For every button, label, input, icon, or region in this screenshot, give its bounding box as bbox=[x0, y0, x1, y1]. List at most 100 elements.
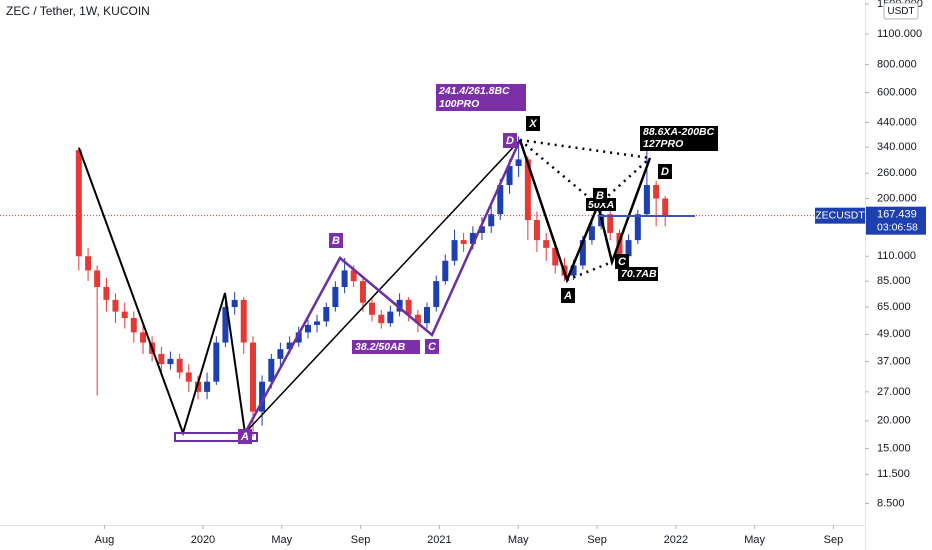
point-box bbox=[503, 133, 517, 148]
candle-body bbox=[350, 270, 357, 282]
candle-body bbox=[378, 314, 385, 324]
candle-body bbox=[277, 349, 284, 359]
candle-body bbox=[662, 198, 669, 216]
pattern-box bbox=[174, 432, 258, 442]
symbol-tag bbox=[815, 207, 865, 224]
candle-body bbox=[488, 214, 495, 227]
candle-body bbox=[323, 307, 330, 322]
pattern-label: 88.6XA-200BC bbox=[643, 126, 715, 138]
candle-body bbox=[121, 311, 128, 319]
candle-body bbox=[295, 332, 302, 343]
candle-body bbox=[268, 358, 275, 382]
countdown-label: 03:06:58 bbox=[877, 221, 918, 233]
candle-body bbox=[469, 232, 476, 244]
y-tick-label: 20.000 bbox=[877, 415, 911, 427]
candle-body bbox=[533, 220, 540, 241]
price-tag-label: 167.439 bbox=[877, 209, 917, 221]
x-tick-label: 2022 bbox=[664, 534, 688, 546]
pattern-line bbox=[78, 147, 246, 437]
pattern-labels: 241.4/261.8BC 100PRO 38.2/50AB 88.6XA-20… bbox=[238, 84, 718, 444]
pattern-drawings bbox=[78, 138, 695, 442]
candle-body bbox=[634, 214, 641, 241]
candle-body bbox=[103, 286, 110, 300]
y-tick-label: 8.500 bbox=[877, 497, 905, 509]
candle-body bbox=[195, 381, 202, 392]
candle-body bbox=[286, 342, 293, 350]
candle-body bbox=[259, 381, 266, 412]
point-label: D bbox=[661, 166, 669, 178]
candle-body bbox=[451, 240, 458, 261]
y-tick-label: 11.500 bbox=[877, 468, 910, 480]
candle-body bbox=[140, 332, 147, 343]
label-box bbox=[618, 267, 658, 281]
pattern-line bbox=[243, 139, 522, 434]
pattern-dotted-line bbox=[519, 138, 651, 160]
y-tick-label: 37.000 bbox=[877, 355, 911, 367]
candle-body bbox=[231, 299, 238, 308]
price-tag bbox=[866, 206, 926, 235]
candle-body bbox=[85, 256, 92, 271]
label-box bbox=[436, 84, 526, 111]
candle-body bbox=[588, 226, 595, 241]
candle-body bbox=[643, 185, 650, 215]
point-label: B bbox=[596, 190, 604, 202]
candle-body bbox=[607, 214, 614, 233]
y-tick-label: 440.000 bbox=[877, 116, 917, 128]
chart-title: ZEC / Tether, 1W, KUCOIN bbox=[6, 4, 150, 18]
pattern-label: 70.7AB bbox=[621, 268, 657, 280]
candle-body bbox=[359, 281, 366, 303]
point-box bbox=[615, 254, 629, 269]
pattern-dotted-line bbox=[597, 157, 651, 206]
currency-box[interactable] bbox=[883, 2, 919, 20]
candle-body bbox=[515, 159, 522, 167]
candle-body bbox=[433, 281, 440, 308]
candle-body bbox=[341, 270, 348, 287]
candle-body bbox=[625, 240, 632, 257]
point-label: D bbox=[506, 135, 514, 147]
point-box bbox=[425, 339, 439, 354]
candle-body bbox=[185, 372, 192, 382]
y-tick-label: 800.000 bbox=[877, 59, 917, 71]
label-box bbox=[640, 126, 718, 151]
candle-body bbox=[249, 342, 256, 412]
point-label: C bbox=[618, 256, 627, 268]
point-box bbox=[593, 188, 607, 203]
pattern-label: 127PRO bbox=[643, 138, 683, 150]
x-tick-label: Sep bbox=[587, 534, 607, 546]
candle-body bbox=[442, 260, 449, 282]
candle-body bbox=[570, 265, 577, 276]
candle-body bbox=[204, 381, 211, 392]
candle-body bbox=[396, 299, 403, 312]
candle-body bbox=[240, 299, 247, 343]
y-tick-label: 340.000 bbox=[877, 141, 917, 153]
candle-body bbox=[579, 240, 586, 266]
pattern-label: 100PRO bbox=[439, 98, 479, 110]
y-tick-label: 27.000 bbox=[877, 386, 911, 398]
candle-body bbox=[387, 311, 394, 324]
pattern-label: 241.4/261.8BC bbox=[438, 85, 510, 97]
y-tick-label: 49.000 bbox=[877, 328, 911, 340]
label-box bbox=[352, 340, 420, 354]
point-box bbox=[238, 429, 252, 444]
point-label: A bbox=[240, 431, 249, 443]
point-label: C bbox=[428, 341, 437, 353]
candle-body bbox=[112, 299, 119, 312]
point-label: B bbox=[332, 235, 340, 247]
x-tick-label: 2020 bbox=[191, 534, 215, 546]
y-tick-label: 85.000 bbox=[877, 275, 911, 287]
candle-body bbox=[369, 302, 376, 315]
y-tick-label: 110.000 bbox=[877, 250, 916, 262]
point-label: X bbox=[528, 118, 537, 130]
x-tick-label: May bbox=[271, 534, 292, 546]
candle-body bbox=[167, 358, 174, 365]
candle-body bbox=[543, 240, 550, 248]
x-tick-label: May bbox=[744, 534, 765, 546]
x-tick-label: Aug bbox=[95, 534, 115, 546]
y-tick-label: 65.000 bbox=[877, 301, 911, 313]
point-box bbox=[658, 164, 672, 179]
pattern-label: 38.2/50AB bbox=[355, 341, 406, 353]
point-box bbox=[526, 116, 540, 131]
y-tick-label: 15.000 bbox=[877, 443, 911, 455]
